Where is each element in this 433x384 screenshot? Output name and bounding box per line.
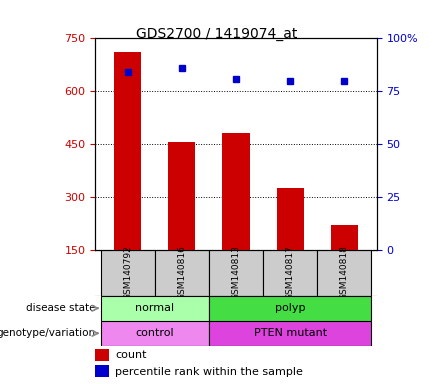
Bar <box>317 250 372 296</box>
Bar <box>209 250 263 296</box>
Text: GSM140817: GSM140817 <box>286 245 294 300</box>
Bar <box>101 296 209 321</box>
Text: normal: normal <box>135 303 174 313</box>
Text: GSM140813: GSM140813 <box>232 245 240 300</box>
Bar <box>209 321 372 346</box>
Text: GSM140818: GSM140818 <box>340 245 349 300</box>
Text: polyp: polyp <box>275 303 305 313</box>
Bar <box>114 53 141 250</box>
Bar <box>101 250 155 296</box>
Text: control: control <box>136 328 174 338</box>
Bar <box>95 366 109 377</box>
Bar <box>101 321 209 346</box>
Text: GSM140816: GSM140816 <box>178 245 186 300</box>
Text: GSM140792: GSM140792 <box>123 245 132 300</box>
Bar <box>95 349 109 361</box>
Text: PTEN mutant: PTEN mutant <box>254 328 326 338</box>
Bar <box>331 225 358 250</box>
Text: GDS2700 / 1419074_at: GDS2700 / 1419074_at <box>136 27 297 41</box>
Text: percentile rank within the sample: percentile rank within the sample <box>115 367 303 377</box>
Bar <box>168 142 195 250</box>
Bar <box>223 133 249 250</box>
Bar <box>209 296 372 321</box>
Text: disease state: disease state <box>26 303 95 313</box>
Text: genotype/variation: genotype/variation <box>0 328 95 338</box>
Bar <box>263 250 317 296</box>
Bar <box>155 250 209 296</box>
Bar <box>277 188 304 250</box>
Text: count: count <box>115 351 146 361</box>
